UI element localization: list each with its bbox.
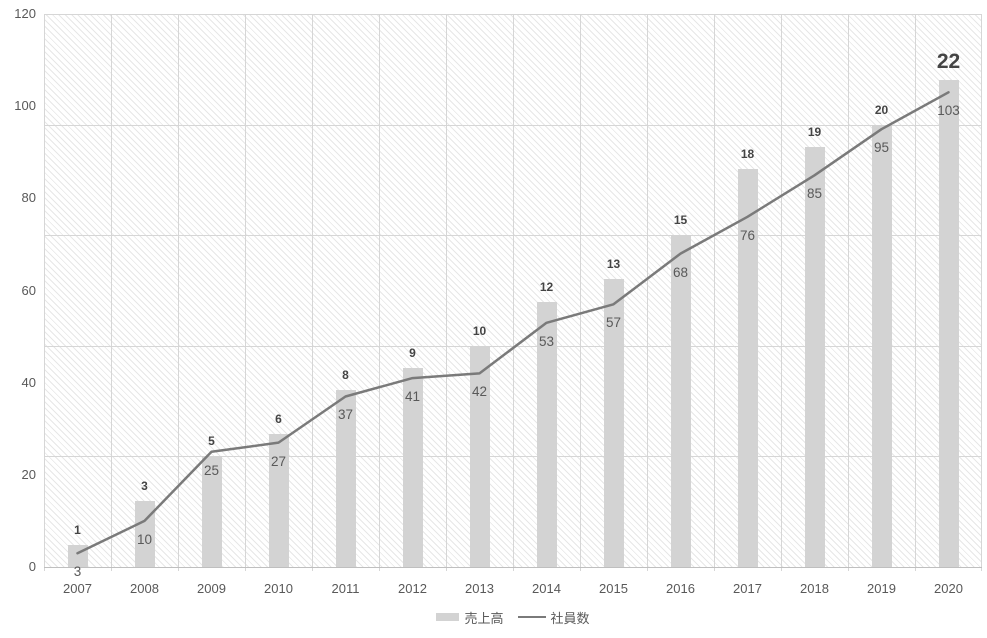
gridline-vertical <box>781 14 782 571</box>
line-series-swatch-icon <box>517 615 546 619</box>
employees-line <box>76 91 950 555</box>
bar-2020 <box>938 80 959 567</box>
bar-2019 <box>871 124 892 567</box>
gridline-vertical <box>379 14 380 571</box>
bar-label-2019: 20 <box>874 102 889 117</box>
x-tick-label-2019: 2019 <box>867 581 896 596</box>
gridline-vertical <box>714 14 715 571</box>
bar-label-2020: 22 <box>936 50 961 74</box>
x-tick-label-2015: 2015 <box>599 581 628 596</box>
gridline-vertical <box>111 14 112 571</box>
bar-2017 <box>737 168 758 567</box>
y-tick-label-60: 60 <box>21 282 36 298</box>
bar-2015 <box>603 279 624 567</box>
x-axis-line <box>44 567 982 568</box>
x-tick-label-2018: 2018 <box>800 581 829 596</box>
gridline-vertical <box>848 14 849 571</box>
line-label-2009: 25 <box>203 462 220 478</box>
y-tick-label-40: 40 <box>21 374 36 390</box>
legend: 売上高 社員数 <box>44 608 982 627</box>
line-label-2020: 103 <box>937 103 960 119</box>
y-tick-label-0: 0 <box>28 559 36 574</box>
x-tick-label-2010: 2010 <box>264 581 293 596</box>
x-tick-label-2011: 2011 <box>331 581 360 596</box>
gridline-vertical <box>513 14 514 571</box>
plot-area: 1 3 5 6 8 9 10 12 13 15 18 19 20 22 3 10 25 27 37 41 42 53 57 6… <box>44 14 982 579</box>
bar-label-2009: 5 <box>208 434 215 449</box>
bar-2016 <box>670 235 691 567</box>
bar-label-2012: 9 <box>409 345 416 360</box>
y-tick-label-120: 120 <box>14 6 36 21</box>
line-label-2014: 53 <box>538 333 555 349</box>
bar-2013 <box>469 345 490 567</box>
x-tick-label-2008: 2008 <box>130 581 159 596</box>
gridline-vertical <box>981 14 982 571</box>
line-label-2007: 3 <box>73 564 82 580</box>
bar-2009 <box>201 456 222 567</box>
legend-employees-label: 社員数 <box>550 610 590 626</box>
x-tick-label-2013: 2013 <box>465 581 494 596</box>
line-label-2012: 41 <box>404 389 421 405</box>
line-label-2008: 10 <box>136 531 153 547</box>
bar-series-swatch-icon <box>436 613 460 621</box>
bar-label-2018: 19 <box>807 124 822 139</box>
legend-sales-label: 売上高 <box>464 610 504 626</box>
line-label-2013: 42 <box>471 384 488 400</box>
x-tick-label-2007: 2007 <box>63 581 92 596</box>
employees-line-series <box>76 91 950 555</box>
y-tick-label-100: 100 <box>14 98 36 114</box>
bar-label-2011: 8 <box>342 368 349 383</box>
x-tick-label-2016: 2016 <box>666 581 695 596</box>
x-tick-label-2020: 2020 <box>934 581 963 596</box>
bar-label-2017: 18 <box>740 146 755 161</box>
line-label-2016: 68 <box>672 264 689 280</box>
line-label-2011: 37 <box>337 407 354 423</box>
gridline-vertical <box>245 14 246 571</box>
bar-label-2010: 6 <box>275 412 282 427</box>
gridline-vertical <box>915 14 916 571</box>
gridline-vertical <box>178 14 179 571</box>
gridline-vertical <box>580 14 581 571</box>
bar-2018 <box>804 146 825 567</box>
bar-label-2014: 12 <box>539 279 554 294</box>
line-label-2019: 95 <box>873 140 890 156</box>
bar-2012 <box>402 367 423 567</box>
gridline-vertical <box>647 14 648 571</box>
x-tick-label-2014: 2014 <box>532 581 561 596</box>
line-label-2015: 57 <box>605 315 622 331</box>
bar-label-2015: 13 <box>606 257 621 272</box>
x-tick-label-2017: 2017 <box>733 581 762 596</box>
bar-label-2013: 10 <box>472 323 487 338</box>
bar-2010 <box>268 434 289 567</box>
y-tick-label-80: 80 <box>21 190 36 206</box>
x-tick-label-2012: 2012 <box>398 581 427 596</box>
bar-label-2016: 15 <box>673 213 688 228</box>
legend-item-employees: 社員数 <box>517 608 590 627</box>
gridline-vertical <box>446 14 447 571</box>
bar-label-2007: 1 <box>74 522 81 537</box>
line-label-2010: 27 <box>270 453 287 469</box>
bar-2011 <box>335 390 356 567</box>
gridline-vertical <box>312 14 313 571</box>
gridline-vertical <box>44 14 45 571</box>
bar-2014 <box>536 301 557 567</box>
x-tick-label-2009: 2009 <box>197 581 226 596</box>
line-label-2018: 85 <box>806 186 823 202</box>
y-tick-label-20: 20 <box>21 466 36 482</box>
line-label-2017: 76 <box>739 227 756 243</box>
legend-item-sales: 売上高 <box>436 608 504 627</box>
bar-label-2008: 3 <box>141 478 148 493</box>
